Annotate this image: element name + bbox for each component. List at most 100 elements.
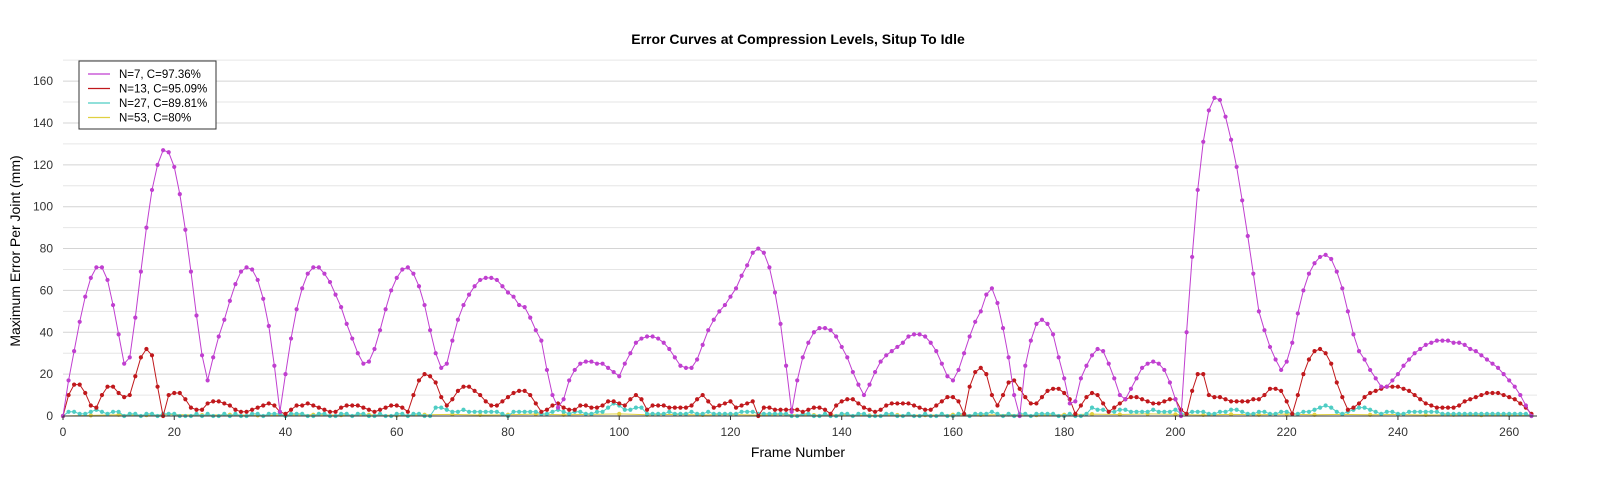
data-point: [94, 265, 99, 270]
data-point: [1507, 378, 1512, 383]
data-point: [1495, 411, 1501, 417]
data-point: [216, 399, 221, 404]
data-point: [1334, 269, 1339, 274]
data-point: [1106, 361, 1111, 366]
data-point: [1434, 405, 1439, 410]
data-point: [205, 378, 210, 383]
data-point: [911, 332, 917, 337]
data-point: [756, 246, 761, 251]
data-point: [1012, 392, 1017, 398]
data-point: [94, 405, 99, 410]
data-point: [255, 277, 260, 283]
data-point: [1006, 355, 1011, 360]
data-point: [1373, 388, 1378, 393]
data-point: [628, 351, 633, 356]
data-point: [1384, 384, 1389, 389]
data-point: [1023, 411, 1028, 417]
data-point: [1045, 411, 1050, 417]
data-point: [895, 401, 900, 406]
data-point: [483, 275, 488, 280]
data-point: [466, 384, 472, 389]
data-point: [450, 338, 455, 343]
data-point: [428, 374, 433, 379]
data-point: [1028, 401, 1033, 406]
data-point: [433, 405, 438, 410]
data-point: [144, 346, 149, 352]
data-point: [950, 395, 956, 400]
data-point: [1395, 384, 1401, 389]
data-point: [1101, 349, 1106, 354]
data-point: [366, 359, 372, 364]
data-point: [1134, 376, 1139, 381]
x-tick-label: 260: [1499, 425, 1519, 439]
data-point: [683, 405, 689, 410]
data-point: [1089, 390, 1095, 396]
data-point: [250, 267, 255, 272]
data-point: [1290, 340, 1295, 345]
data-point: [795, 378, 800, 383]
data-point: [822, 325, 828, 331]
data-point: [1067, 411, 1072, 417]
data-point: [110, 302, 116, 308]
data-point: [1267, 344, 1273, 350]
data-point: [600, 403, 605, 408]
data-point: [583, 411, 588, 417]
data-point: [1329, 405, 1334, 410]
data-point: [1056, 386, 1061, 391]
data-point: [884, 403, 889, 408]
data-point: [750, 409, 755, 414]
data-point: [817, 325, 822, 331]
series-1: [60, 346, 1534, 419]
data-point: [639, 336, 644, 341]
data-point: [550, 392, 555, 398]
data-point: [594, 361, 600, 366]
x-tick-label: 160: [943, 425, 963, 439]
data-point: [917, 405, 922, 410]
data-point: [1340, 286, 1345, 291]
x-tick-label: 20: [168, 425, 182, 439]
data-point: [650, 334, 655, 339]
data-point: [772, 411, 778, 417]
data-point: [1156, 361, 1161, 366]
data-point: [1395, 411, 1401, 417]
data-point: [377, 407, 383, 412]
data-point: [611, 369, 616, 375]
data-point: [567, 378, 572, 383]
data-point: [122, 361, 127, 366]
data-point: [1323, 403, 1328, 408]
data-point: [422, 372, 427, 377]
data-point: [339, 411, 344, 417]
data-point: [383, 405, 388, 410]
data-point: [761, 405, 766, 410]
data-point: [489, 409, 494, 414]
data-point: [1095, 346, 1100, 352]
data-point: [1317, 405, 1323, 410]
data-point: [250, 407, 255, 412]
data-point: [600, 361, 605, 366]
data-point: [361, 411, 366, 417]
data-point: [934, 349, 939, 354]
data-point: [283, 411, 288, 417]
data-point: [1284, 359, 1289, 364]
data-point: [1234, 399, 1239, 404]
data-point: [1012, 378, 1017, 383]
data-point: [1062, 376, 1067, 381]
data-point: [277, 409, 283, 414]
data-point: [266, 411, 271, 417]
data-point: [906, 401, 911, 406]
data-point: [1423, 342, 1428, 347]
data-point: [778, 411, 783, 417]
y-axis-title: Maximum Error Per Joint (mm): [7, 155, 23, 346]
data-point: [1112, 376, 1117, 381]
data-point: [1039, 411, 1045, 417]
data-point: [750, 399, 755, 404]
data-point: [1117, 407, 1122, 412]
data-point: [149, 411, 155, 417]
data-point: [116, 390, 121, 396]
data-point: [1351, 405, 1356, 410]
data-point: [772, 407, 778, 412]
data-point: [644, 407, 650, 412]
data-point: [767, 405, 772, 410]
data-point: [644, 411, 650, 417]
data-point: [1512, 384, 1517, 389]
